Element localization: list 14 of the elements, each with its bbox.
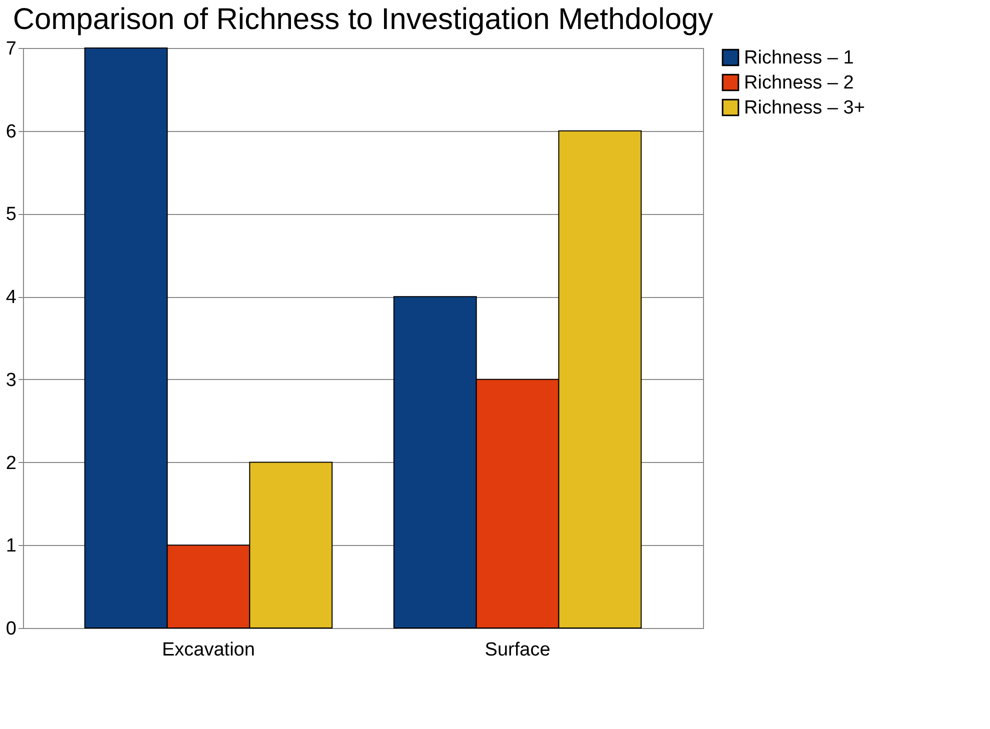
y-tick-label: 7 <box>6 38 16 60</box>
chart-title: Comparison of Richness to Investigation Methdology <box>12 3 714 36</box>
y-tick-label: 1 <box>6 536 16 557</box>
y-tick-label: 2 <box>6 452 16 474</box>
x-tick-label: Surface <box>484 640 550 660</box>
legend-label: Richness – 3+ <box>744 98 865 118</box>
y-tick-label: 0 <box>6 618 16 640</box>
legend-label: Richness – 1 <box>744 48 854 68</box>
y-tick-label: 3 <box>6 370 16 391</box>
y-tick-label: 4 <box>6 287 17 308</box>
y-tick-label: 5 <box>6 204 16 226</box>
y-tick-label: 6 <box>6 121 16 142</box>
x-tick-label: Excavation <box>162 640 255 660</box>
legend-label: Richness – 2 <box>744 72 854 94</box>
